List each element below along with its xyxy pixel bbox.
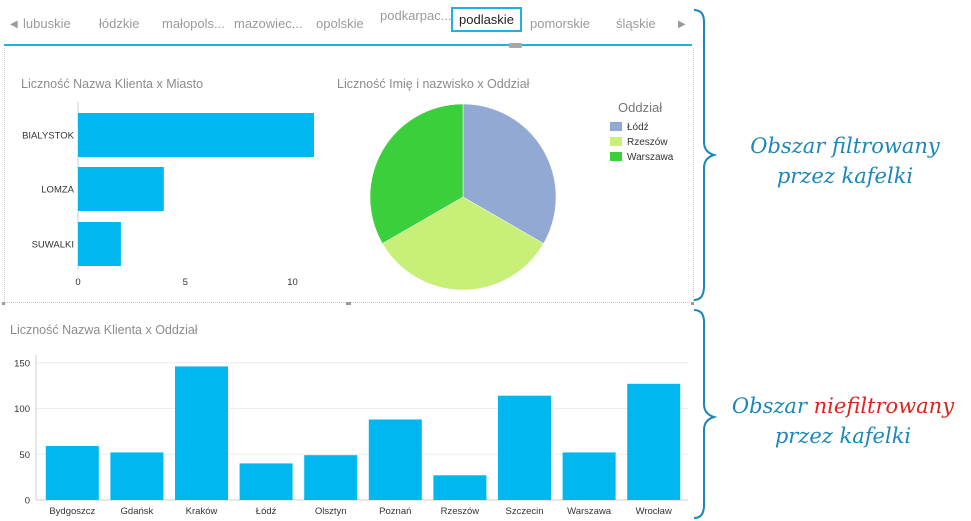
x-category-label: Olsztyn xyxy=(315,506,347,517)
legend-swatch xyxy=(610,122,622,131)
tile-mazowieckie[interactable]: mazowiec... xyxy=(234,16,303,31)
x-tick-label: 10 xyxy=(287,277,298,288)
bar-bialystok xyxy=(78,113,314,157)
pie-chart-oddzial xyxy=(369,103,557,291)
legend-swatch xyxy=(610,137,622,146)
bar-szczecin xyxy=(498,395,551,500)
chart-title-miasto: Liczność Nazwa Klienta x Miasto xyxy=(21,77,204,91)
x-category-label: Kraków xyxy=(186,506,218,517)
legend-item: Łódź xyxy=(610,122,649,133)
legend-title: Oddział xyxy=(618,100,663,115)
x-category-label: Gdańsk xyxy=(121,506,154,517)
annotation-unfiltered-prefix: Obszar xyxy=(731,394,814,418)
y-tick-label: 0 xyxy=(25,496,30,507)
category-label: BIALYSTOK xyxy=(22,131,75,142)
bar-chart-oddzial: 0 50 100 150 Bydgoszcz Gdańsk Kraków Łódź Olszty… xyxy=(14,355,688,517)
annotation-filtered-line2: przez kafelki xyxy=(776,164,914,188)
y-tick-label: 50 xyxy=(19,450,30,461)
x-category-label: Rzeszów xyxy=(441,506,480,517)
tile-strip-underline xyxy=(4,44,692,46)
scroll-left-arrow-icon[interactable]: ◀ xyxy=(10,19,18,30)
scroll-right-arrow-icon[interactable]: ▶ xyxy=(678,19,686,30)
y-tick-label: 100 xyxy=(14,404,30,415)
pie-slice-łódź xyxy=(462,103,557,244)
bar-olsztyn xyxy=(304,455,358,500)
annotation-filtered-line1: Obszar filtrowany xyxy=(750,134,940,158)
brace-icon xyxy=(693,9,718,519)
resize-handle-icon[interactable] xyxy=(346,302,351,305)
legend-label: Łódź xyxy=(627,122,649,133)
legend-item: Warszawa xyxy=(610,152,673,163)
bar-rzeszów xyxy=(433,475,487,500)
bar-lomza xyxy=(78,167,164,211)
tile-opolskie[interactable]: opolskie xyxy=(316,16,364,31)
bar-warszawa xyxy=(562,452,616,500)
tile-strip: ◀ lubuskie łódzkie małopols... mazowiec.… xyxy=(4,0,694,48)
tile-slaskie[interactable]: śląskie xyxy=(616,16,656,31)
x-category-label: Łódź xyxy=(256,506,277,517)
legend-label: Warszawa xyxy=(627,152,674,163)
bar-wrocław xyxy=(627,383,681,500)
x-category-label: Poznań xyxy=(379,506,411,517)
bar-chart-miasto: BIALYSTOK LOMZA SUWALKI 0 5 10 xyxy=(22,102,314,288)
pie-slice-warszawa xyxy=(369,103,464,244)
legend-label: Rzeszów xyxy=(627,137,668,148)
bar-poznań xyxy=(368,419,422,500)
pie-slice-rzeszów xyxy=(382,196,544,291)
tile-podkarpackie[interactable]: podkarpac... xyxy=(380,8,452,23)
annotation-unfiltered-line1: Obszar niefiltrowany xyxy=(716,391,970,421)
tile-podlaskie[interactable]: podlaskie xyxy=(451,7,522,32)
tile-lubuskie[interactable]: lubuskie xyxy=(23,16,71,31)
annotation-unfiltered-line2: przez kafelki xyxy=(774,424,912,448)
chart-title-oddzial-bar: Liczność Nazwa Klienta x Oddział xyxy=(10,323,198,337)
annotation-unfiltered-highlight: niefiltrowany xyxy=(813,394,955,418)
bar-gdańsk xyxy=(110,452,164,500)
chart-title-oddzial-pie: Liczność Imię i nazwisko x Oddział xyxy=(337,77,530,91)
x-tick-label: 5 xyxy=(183,277,188,288)
x-category-label: Szczecin xyxy=(505,506,543,517)
tile-pomorskie[interactable]: pomorskie xyxy=(530,16,590,31)
annotation-filtered: Obszar filtrowany przez kafelki xyxy=(722,131,968,191)
category-label: LOMZA xyxy=(41,185,74,196)
bar-bydgoszcz xyxy=(45,446,99,500)
tile-lodzkie[interactable]: łódzkie xyxy=(99,16,140,31)
bar-łódź xyxy=(239,463,293,500)
tile-malopolskie[interactable]: małopols... xyxy=(162,16,225,31)
legend-item: Rzeszów xyxy=(610,137,668,148)
x-category-label: Warszawa xyxy=(567,506,612,517)
bar-suwalki xyxy=(78,222,121,266)
resize-handle-icon[interactable] xyxy=(509,43,522,48)
x-tick-label: 0 xyxy=(75,277,80,288)
resize-handle-icon[interactable] xyxy=(2,302,5,305)
y-tick-label: 150 xyxy=(14,358,30,369)
annotation-unfiltered: Obszar niefiltrowany przez kafelki xyxy=(716,391,970,451)
x-category-label: Bydgoszcz xyxy=(49,506,95,517)
x-category-label: Wrocław xyxy=(636,506,672,517)
category-label: SUWALKI xyxy=(32,240,74,251)
bar-kraków xyxy=(175,366,228,500)
resize-handle-icon[interactable] xyxy=(691,302,694,305)
legend-swatch xyxy=(610,152,622,161)
